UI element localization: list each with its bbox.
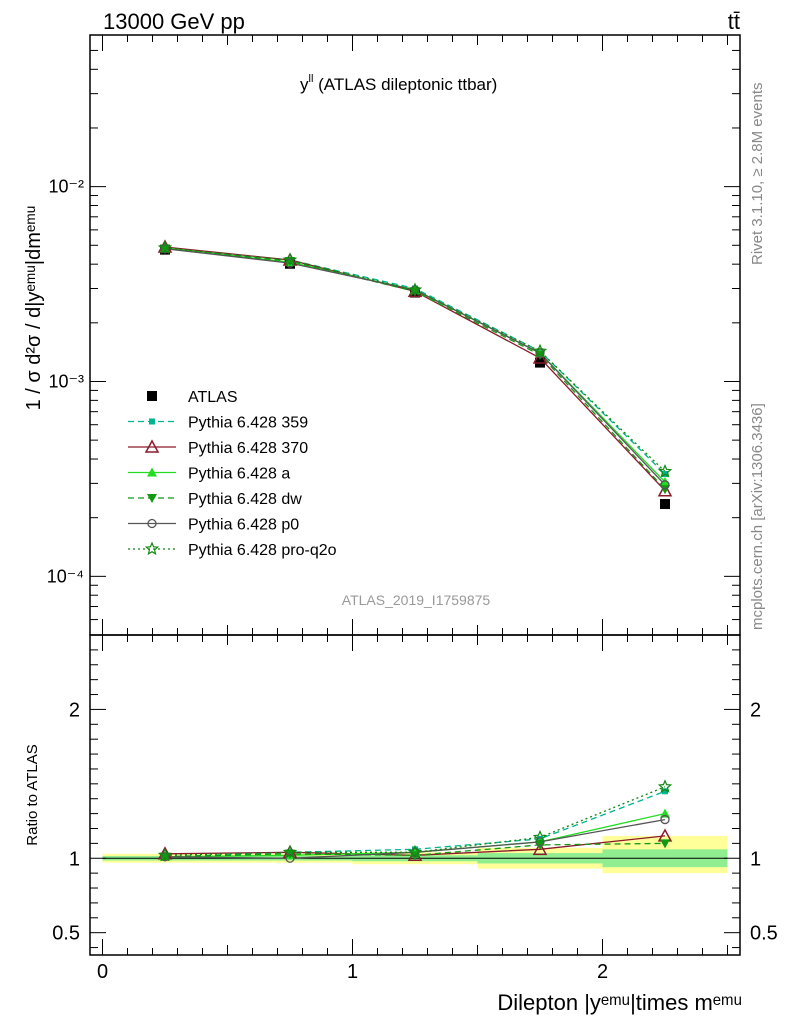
analysis-id: ATLAS_2019_I1759875 xyxy=(342,592,491,608)
ratio-point-pythia-6-428-p0 xyxy=(660,814,670,825)
main-ytick-label: 10⁻² xyxy=(48,177,84,197)
ratio-ytick-label-right: 0.5 xyxy=(750,923,778,945)
data-point-pythia-6-428-p0 xyxy=(160,244,170,254)
ratio-ytick-label-left: 0.5 xyxy=(52,923,80,945)
legend-marker xyxy=(149,418,155,425)
main-panel: yll (ATLAS dileptonic ttbar) ATLAS_2019_… xyxy=(23,34,741,636)
ratio-frame xyxy=(89,634,741,956)
legend-entry: Pythia 6.428 370 xyxy=(188,440,308,457)
main-ytick-label: 10⁻³ xyxy=(48,371,84,391)
energy-label: 13000 GeV pp xyxy=(103,9,245,34)
plot-title: yll (ATLAS dileptonic ttbar) xyxy=(300,73,497,94)
data-point-pythia-6-428-dw xyxy=(410,287,420,297)
data-point-pythia-6-428-dw xyxy=(160,244,170,254)
xtick-label: 0 xyxy=(97,961,108,983)
legend-entry: Pythia 6.428 359 xyxy=(188,415,308,432)
ratio-point-pythia-6-428-359 xyxy=(662,788,668,795)
data-point-pythia-6-428-pro-q2o xyxy=(657,463,673,478)
data-point-pythia-6-428-pro-q2o xyxy=(407,282,423,297)
data-point-pythia-6-428-370 xyxy=(532,350,548,364)
ratio-panel: Ratio to ATLAS 2 2 1 1 0.5 0.5 0 1 2 Dilepton |… xyxy=(24,634,778,1015)
data-point-pythia-6-428-pro-q2o xyxy=(157,240,173,254)
legend-entry: ATLAS xyxy=(188,389,238,406)
ratio-point-pythia-6-428-a xyxy=(660,808,670,818)
ratio-ylabel: Ratio to ATLAS xyxy=(24,744,41,845)
ratio-ytick-label-left: 2 xyxy=(69,699,80,721)
data-point-pythia-6-428-370 xyxy=(657,483,673,497)
process-label: tt̄ xyxy=(728,9,740,34)
plot-title-main: y xyxy=(300,75,309,94)
main-ylabel: 1 / σ d²σ / d|yᵉᵐᵘ|dmᵉᵐᵘ xyxy=(23,206,45,411)
ratio-point-pythia-6-428-370 xyxy=(532,841,548,856)
legend-entry: Pythia 6.428 pro-q2o xyxy=(188,542,337,559)
ratio-ytick-label-left: 1 xyxy=(69,848,80,870)
xtick-label: 1 xyxy=(347,961,358,983)
ratio-point-pythia-6-428-pro-q2o xyxy=(657,779,673,793)
legend-marker xyxy=(147,518,157,529)
ratio-ytick-label-right: 1 xyxy=(750,848,761,870)
ratio-point-pythia-6-428-p0 xyxy=(285,853,295,863)
xlabel: Dilepton |yᵉᵐᵘ|times mᵉᵐᵘ xyxy=(497,990,742,1015)
legend-marker xyxy=(144,541,160,556)
series-line-pythia-6-428-pro-q2o xyxy=(164,247,666,472)
ratio-ytick-label-right: 2 xyxy=(750,699,761,721)
ratio-point-pythia-6-428-pro-q2o xyxy=(532,829,548,844)
rivet-label: Rivet 3.1.10, ≥ 2.8M events xyxy=(749,83,766,266)
legend-marker xyxy=(144,439,160,453)
ratio-point-pythia-6-428-p0 xyxy=(160,852,170,862)
xtick-label: 2 xyxy=(597,961,608,983)
plot-title-rest: (ATLAS dileptonic ttbar) xyxy=(313,75,497,94)
ratio-point-pythia-6-428-dw xyxy=(160,852,170,862)
ratio-point-pythia-6-428-pro-q2o xyxy=(407,844,423,859)
mcplots-label: mcplots.cern.ch [arXiv:1306.3436] xyxy=(749,403,766,630)
data-point-pythia-6-428-p0 xyxy=(660,480,670,490)
legend-marker xyxy=(147,391,157,401)
data-point-pythia-6-428-pro-q2o xyxy=(282,252,298,267)
ratio-point-pythia-6-428-pro-q2o xyxy=(282,844,298,859)
legend-entry: Pythia 6.428 a xyxy=(188,466,290,483)
data-point-pythia-6-428-pro-q2o xyxy=(532,343,548,358)
legend-entry: Pythia 6.428 dw xyxy=(188,491,302,508)
ratio-point-pythia-6-428-dw xyxy=(660,839,670,849)
legend: ATLAS Pythia 6.428 359 Pythia 6.428 370 Pyt… xyxy=(128,389,337,559)
legend-entry: Pythia 6.428 p0 xyxy=(188,517,299,534)
data-point-pythia-6-428-a xyxy=(660,476,670,486)
ratio-point-pythia-6-428-pro-q2o xyxy=(157,847,173,862)
main-ytick-label: 10⁻⁴ xyxy=(47,566,84,586)
data-point-atlas xyxy=(660,499,670,510)
data-point-pythia-6-428-p0 xyxy=(535,348,545,358)
data-point-pythia-6-428-p0 xyxy=(285,258,295,268)
legend-marker xyxy=(147,467,157,477)
legend-marker xyxy=(147,494,157,503)
plot-title-sup: ll xyxy=(309,73,314,85)
